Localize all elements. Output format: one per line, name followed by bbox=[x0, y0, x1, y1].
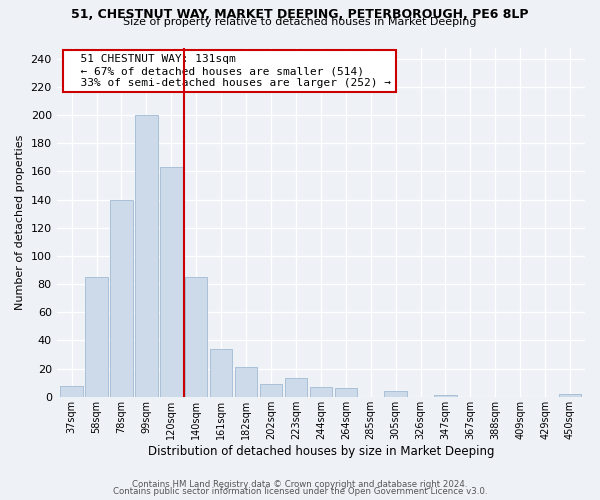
Text: 51 CHESTNUT WAY: 131sqm
  ← 67% of detached houses are smaller (514)
  33% of se: 51 CHESTNUT WAY: 131sqm ← 67% of detache… bbox=[67, 54, 391, 88]
Bar bbox=[185, 277, 208, 397]
Bar bbox=[160, 167, 182, 397]
Bar bbox=[559, 394, 581, 397]
Bar bbox=[284, 378, 307, 397]
Bar bbox=[110, 200, 133, 397]
Y-axis label: Number of detached properties: Number of detached properties bbox=[15, 134, 25, 310]
Text: Contains HM Land Registry data © Crown copyright and database right 2024.: Contains HM Land Registry data © Crown c… bbox=[132, 480, 468, 489]
Bar bbox=[310, 387, 332, 397]
Bar bbox=[235, 367, 257, 397]
Text: 51, CHESTNUT WAY, MARKET DEEPING, PETERBOROUGH, PE6 8LP: 51, CHESTNUT WAY, MARKET DEEPING, PETERB… bbox=[71, 8, 529, 20]
Text: Size of property relative to detached houses in Market Deeping: Size of property relative to detached ho… bbox=[123, 17, 477, 27]
Bar bbox=[61, 386, 83, 397]
Text: Contains public sector information licensed under the Open Government Licence v3: Contains public sector information licen… bbox=[113, 487, 487, 496]
Bar bbox=[210, 349, 232, 397]
Bar bbox=[260, 384, 282, 397]
Bar bbox=[434, 396, 457, 397]
Bar bbox=[335, 388, 357, 397]
X-axis label: Distribution of detached houses by size in Market Deeping: Distribution of detached houses by size … bbox=[148, 444, 494, 458]
Bar bbox=[85, 277, 108, 397]
Bar bbox=[135, 115, 158, 397]
Bar bbox=[385, 391, 407, 397]
